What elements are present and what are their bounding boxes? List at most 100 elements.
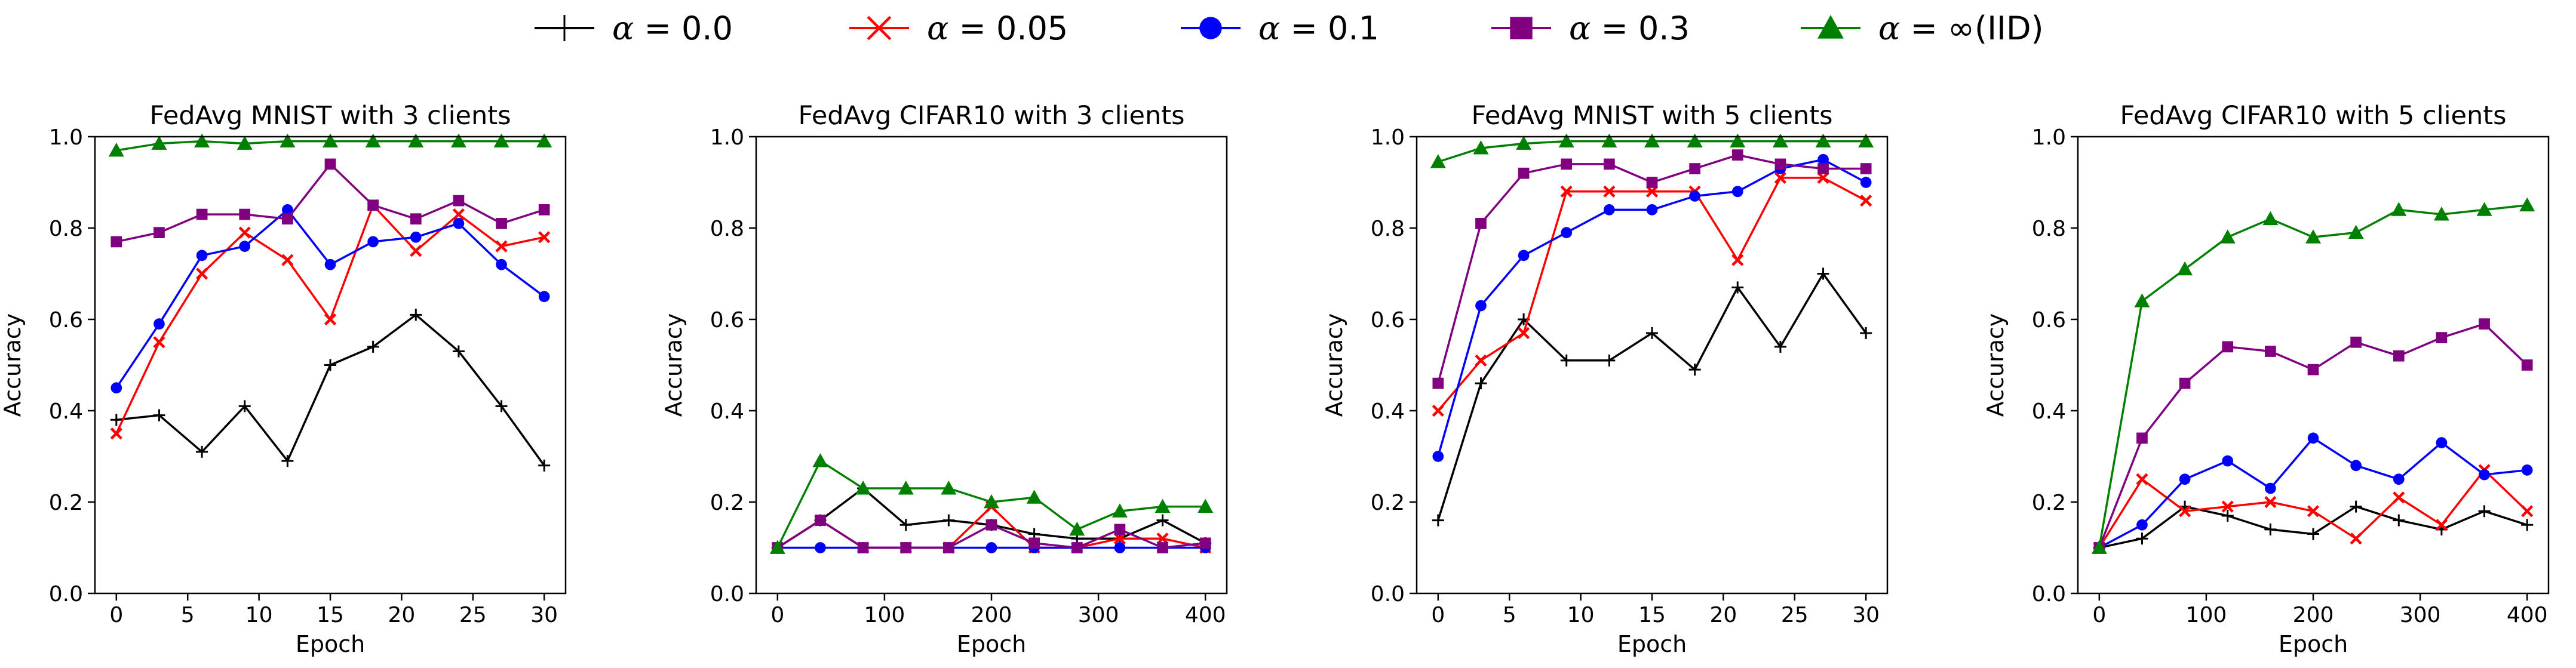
data-point — [1646, 327, 1658, 339]
data-point — [984, 494, 999, 509]
y-axis-label: Accuracy — [661, 313, 687, 417]
series — [2093, 464, 2534, 554]
data-point — [1603, 185, 1616, 198]
data-point — [815, 515, 826, 526]
data-point — [365, 133, 381, 148]
data-point — [1518, 250, 1530, 261]
data-point — [367, 236, 379, 248]
data-point — [815, 542, 826, 553]
y-axis-label: Accuracy — [0, 313, 26, 417]
data-point — [1817, 153, 1829, 165]
data-point — [1112, 503, 1128, 518]
series — [772, 515, 1211, 553]
x-tick-label: 30 — [530, 603, 558, 627]
data-point — [1772, 133, 1788, 148]
data-point — [1156, 532, 1169, 545]
data-point — [857, 542, 869, 553]
y-tick-label: 0.0 — [1371, 582, 1405, 607]
data-point — [410, 213, 422, 225]
data-point — [323, 133, 338, 148]
data-point — [1689, 190, 1700, 202]
data-point — [1475, 300, 1487, 312]
data-point — [237, 136, 253, 150]
x-tick-label: 25 — [459, 603, 487, 627]
data-point — [1645, 185, 1659, 198]
data-point — [2307, 364, 2319, 375]
data-point — [2521, 359, 2533, 371]
plot-frame — [94, 136, 567, 595]
chart-panel: FedAvg CIFAR10 with 3 clients 0.0 0.2 0.4 0.… — [661, 101, 1228, 657]
y-tick-label: 0.2 — [710, 491, 744, 515]
x-tick-label: 0 — [109, 603, 123, 627]
data-point — [1473, 140, 1489, 155]
data-point — [985, 519, 997, 531]
chart-panel: FedAvg CIFAR10 with 5 clients 0.0 0.2 0.4 0.… — [1982, 101, 2550, 657]
x-tick-label: 400 — [1185, 603, 1226, 627]
data-point — [282, 204, 293, 216]
series — [2091, 197, 2535, 554]
data-point — [239, 208, 251, 220]
x-tick-label: 30 — [1852, 603, 1880, 627]
legend-label: α = 0.3 — [1569, 10, 1690, 47]
data-point — [2433, 207, 2449, 221]
legend-label: α = 0.0 — [612, 10, 733, 47]
data-point — [2136, 532, 2148, 545]
data-point — [153, 409, 165, 421]
x-tick-label: 200 — [971, 603, 1012, 627]
data-point — [2134, 293, 2150, 307]
legend-label: α = 0.1 — [1258, 10, 1379, 47]
y-tick-label: 0.8 — [1371, 217, 1405, 241]
data-point — [238, 400, 251, 413]
data-point — [1604, 158, 1615, 170]
data-point — [2479, 469, 2490, 481]
data-point — [367, 340, 379, 353]
data-point — [2393, 350, 2405, 362]
data-point — [110, 382, 122, 394]
y-tick-label: 0.2 — [1371, 491, 1405, 515]
data-point — [538, 204, 550, 216]
data-point — [2305, 229, 2321, 244]
data-point — [281, 254, 294, 266]
y-tick-label: 0.0 — [2032, 582, 2066, 607]
data-point — [2307, 432, 2319, 444]
y-tick-label: 0.2 — [2032, 491, 2066, 515]
series — [108, 133, 552, 157]
legend-label: α = ∞(IID) — [1878, 10, 2044, 47]
data-point — [151, 136, 167, 150]
data-point — [1475, 218, 1487, 229]
data-point — [1560, 185, 1573, 198]
data-point — [1774, 158, 1786, 170]
data-point — [1817, 267, 1829, 280]
x-tick-label: 400 — [2507, 603, 2548, 627]
plot-frame — [2077, 136, 2550, 595]
y-tick-label: 0.6 — [2032, 308, 2066, 333]
y-tick-label: 1.0 — [49, 125, 83, 150]
x-tick-label: 25 — [1781, 603, 1809, 627]
data-point — [1430, 154, 1446, 168]
x-tick-label: 300 — [2400, 603, 2441, 627]
legend-marker — [867, 16, 892, 41]
data-point — [538, 459, 551, 472]
data-point — [281, 455, 294, 467]
data-point — [1815, 133, 1831, 148]
data-point — [1432, 377, 1444, 389]
data-point — [2222, 341, 2234, 353]
data-point — [2350, 500, 2362, 513]
data-point — [985, 542, 997, 553]
plot-frame — [755, 136, 1228, 595]
x-tick-label: 5 — [1503, 603, 1516, 627]
legend-entry: α = 0.0 — [535, 10, 733, 47]
data-point — [2177, 261, 2193, 276]
data-point — [453, 195, 465, 207]
data-point — [450, 133, 466, 148]
y-tick-label: 0.4 — [1371, 399, 1405, 424]
x-tick-label: 0 — [1431, 603, 1445, 627]
data-point — [2221, 500, 2234, 513]
y-tick-label: 1.0 — [2032, 125, 2066, 150]
data-point — [196, 208, 208, 220]
data-point — [1731, 281, 1744, 294]
x-axis-label: Epoch — [1617, 631, 1687, 657]
data-point — [324, 158, 336, 170]
data-point — [941, 481, 957, 495]
